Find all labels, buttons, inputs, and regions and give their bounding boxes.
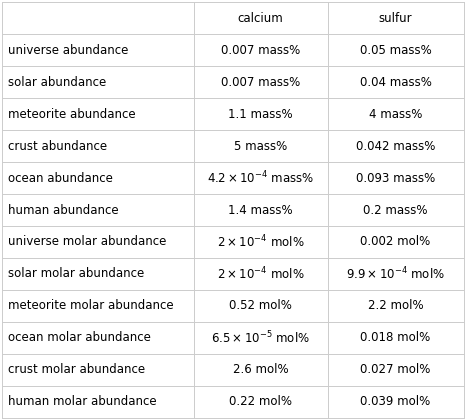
Text: ocean abundance: ocean abundance: [8, 171, 113, 184]
Text: 2.6 mol%: 2.6 mol%: [233, 363, 288, 376]
Text: 0.002 mol%: 0.002 mol%: [361, 236, 431, 249]
Text: 1.4 mass%: 1.4 mass%: [228, 204, 293, 216]
Text: ocean molar abundance: ocean molar abundance: [8, 331, 151, 344]
Text: 0.22 mol%: 0.22 mol%: [229, 395, 292, 408]
Text: human molar abundance: human molar abundance: [8, 395, 157, 408]
Text: crust abundance: crust abundance: [8, 139, 107, 152]
Text: 5 mass%: 5 mass%: [234, 139, 288, 152]
Text: 0.042 mass%: 0.042 mass%: [356, 139, 435, 152]
Text: 0.093 mass%: 0.093 mass%: [356, 171, 435, 184]
Text: $9.9\times10^{-4}$ mol%: $9.9\times10^{-4}$ mol%: [346, 266, 445, 282]
Text: 0.027 mol%: 0.027 mol%: [360, 363, 431, 376]
Text: sulfur: sulfur: [379, 12, 412, 25]
Text: 0.04 mass%: 0.04 mass%: [360, 76, 432, 89]
Text: 0.52 mol%: 0.52 mol%: [229, 299, 292, 312]
Text: meteorite molar abundance: meteorite molar abundance: [8, 299, 173, 312]
Text: 0.007 mass%: 0.007 mass%: [221, 44, 300, 57]
Text: 0.2 mass%: 0.2 mass%: [363, 204, 428, 216]
Text: meteorite abundance: meteorite abundance: [8, 108, 136, 121]
Text: 0.018 mol%: 0.018 mol%: [361, 331, 431, 344]
Text: $6.5\times10^{-5}$ mol%: $6.5\times10^{-5}$ mol%: [211, 330, 310, 346]
Text: $4.2\times10^{-4}$ mass%: $4.2\times10^{-4}$ mass%: [207, 170, 314, 186]
Text: 2.2 mol%: 2.2 mol%: [368, 299, 424, 312]
Text: 1.1 mass%: 1.1 mass%: [228, 108, 293, 121]
Text: 0.039 mol%: 0.039 mol%: [361, 395, 431, 408]
Text: solar abundance: solar abundance: [8, 76, 106, 89]
Text: $2\times10^{-4}$ mol%: $2\times10^{-4}$ mol%: [217, 266, 304, 282]
Text: $2\times10^{-4}$ mol%: $2\times10^{-4}$ mol%: [217, 234, 304, 250]
Text: human abundance: human abundance: [8, 204, 118, 216]
Text: 0.05 mass%: 0.05 mass%: [360, 44, 432, 57]
Text: 4 mass%: 4 mass%: [369, 108, 422, 121]
Text: calcium: calcium: [238, 12, 283, 25]
Text: crust molar abundance: crust molar abundance: [8, 363, 145, 376]
Text: universe abundance: universe abundance: [8, 44, 128, 57]
Text: 0.007 mass%: 0.007 mass%: [221, 76, 300, 89]
Text: solar molar abundance: solar molar abundance: [8, 268, 144, 281]
Text: universe molar abundance: universe molar abundance: [8, 236, 166, 249]
